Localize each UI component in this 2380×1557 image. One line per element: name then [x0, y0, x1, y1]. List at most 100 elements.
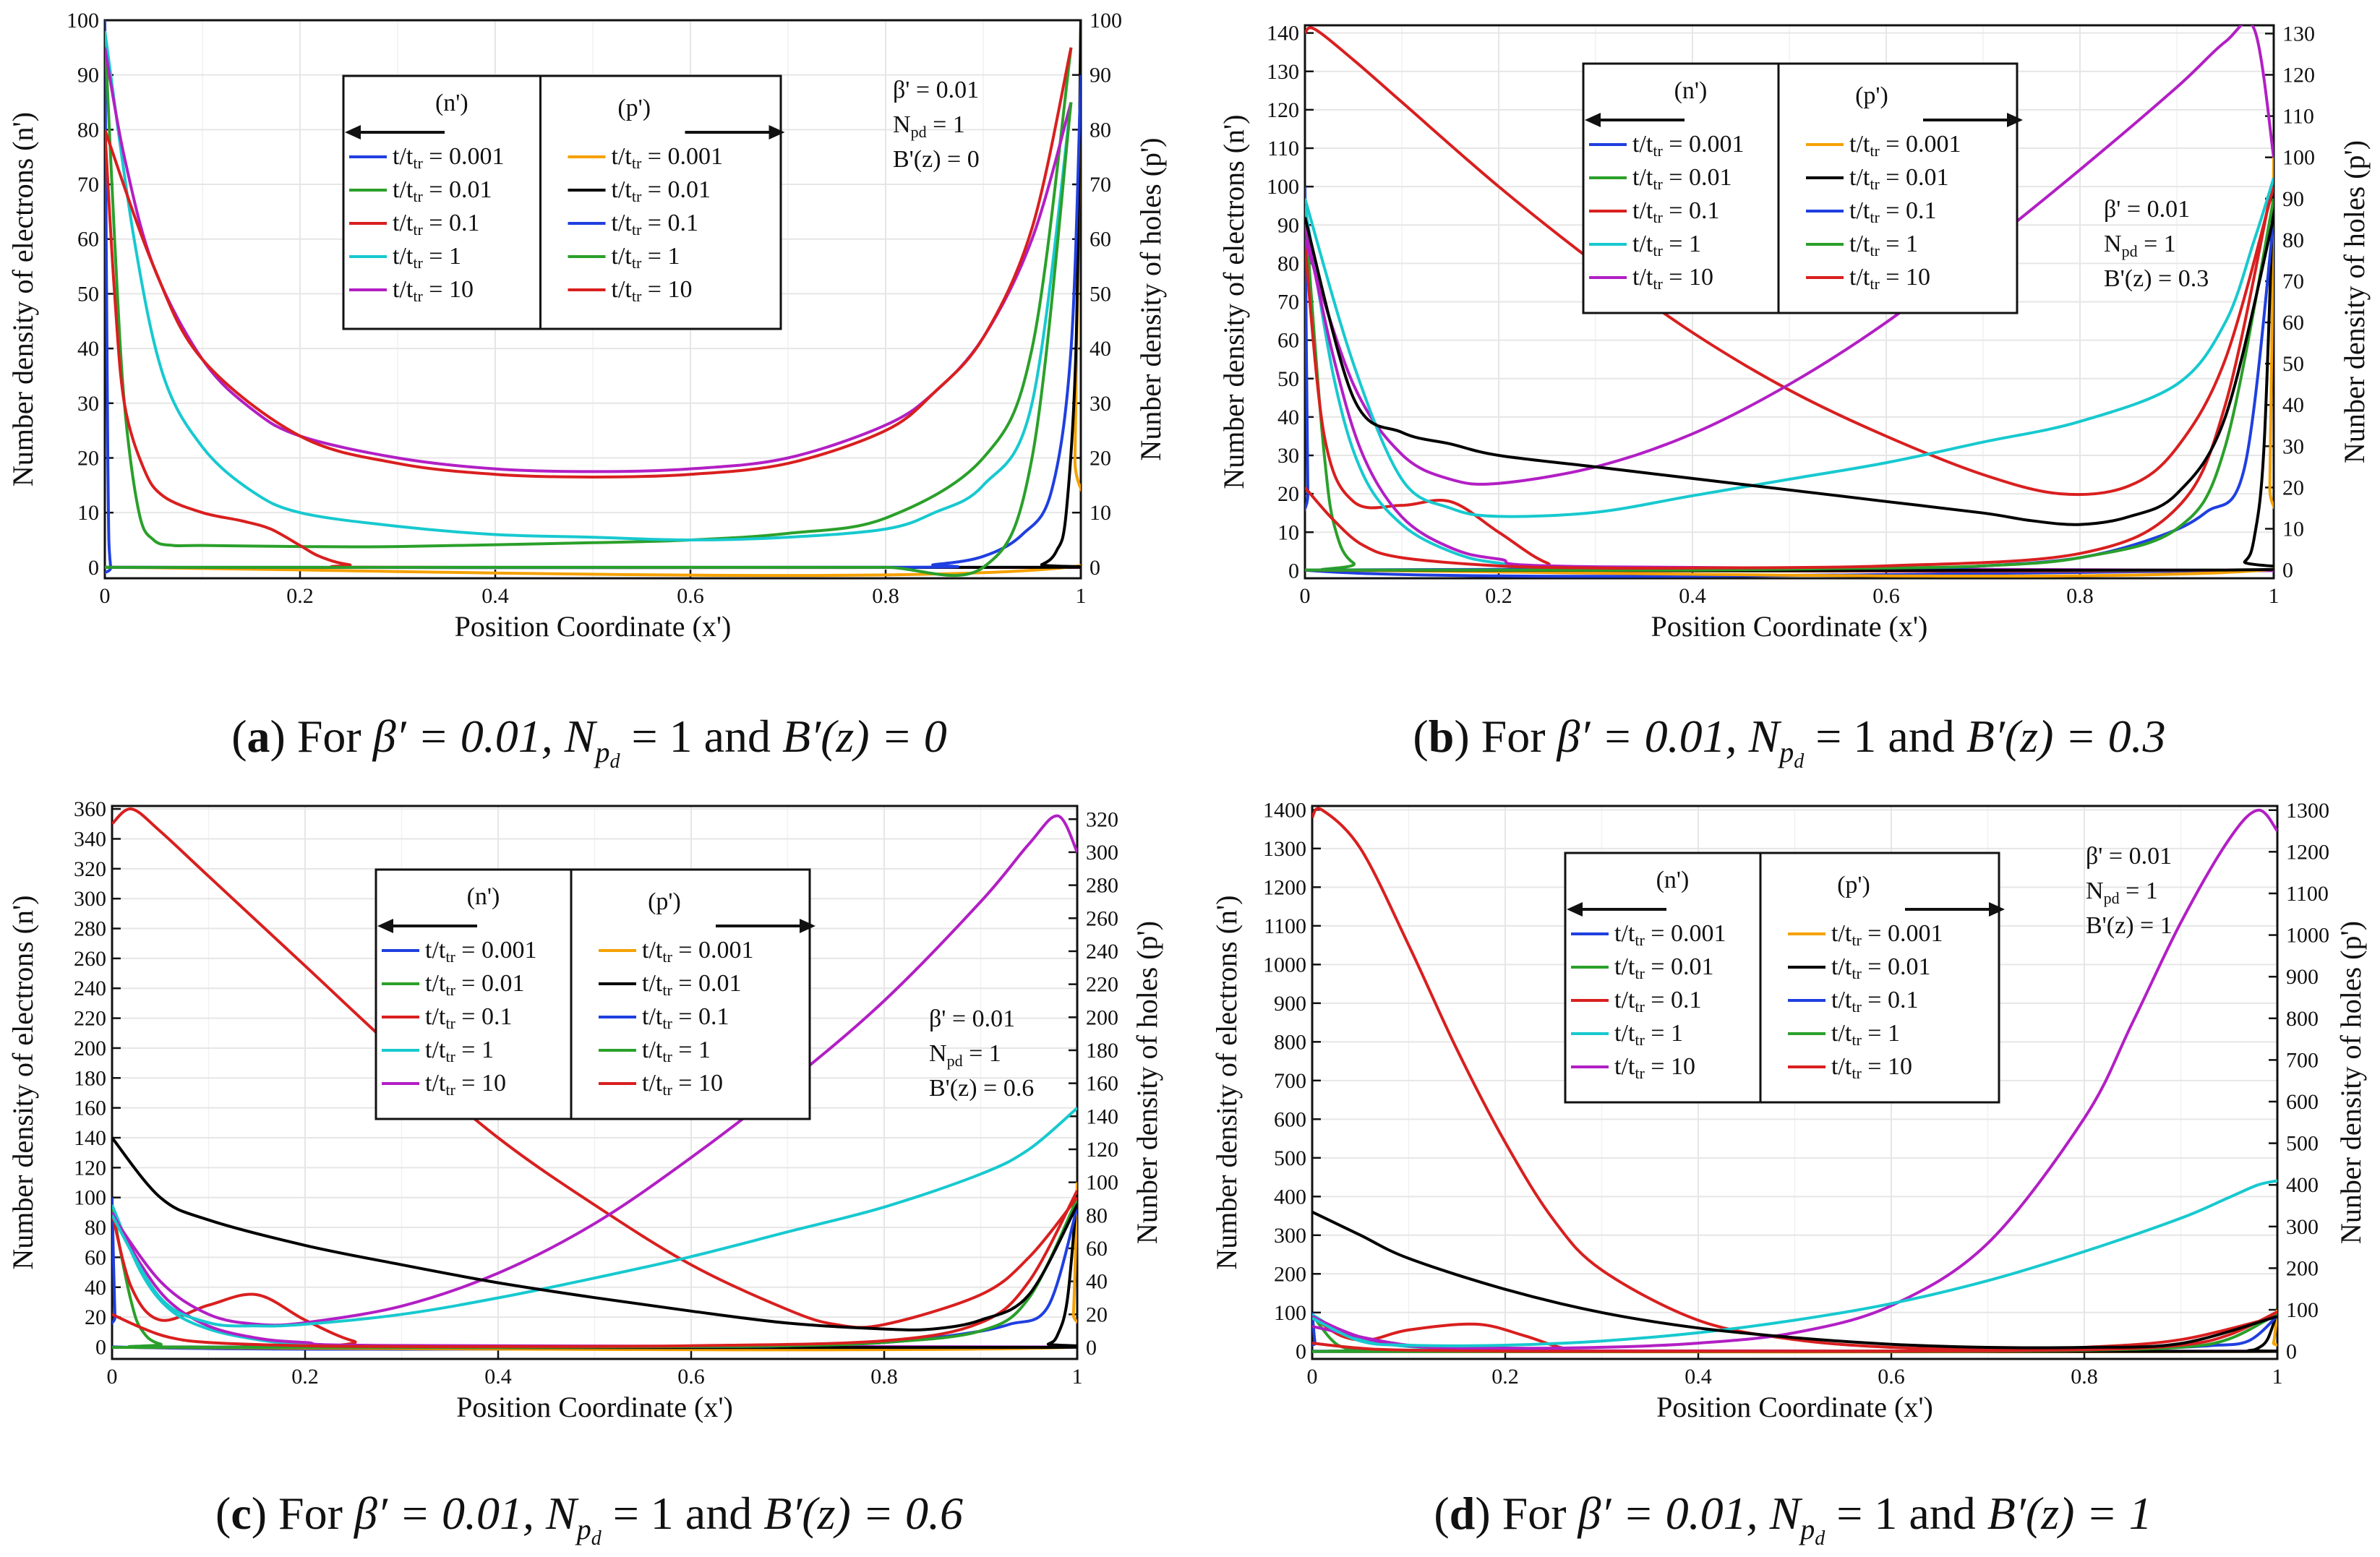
y2-axis-label: Nunber density of holes (p') [2338, 140, 2371, 463]
legend-prefix: t/t [425, 1003, 446, 1030]
y-tick-label: 90 [1277, 213, 1299, 237]
y2-tick-label: 320 [1086, 807, 1118, 831]
legend-entry-hole-3: t/ttr = 1 [1831, 1020, 1900, 1049]
legend-eq: = [641, 176, 667, 203]
caption-label: a [247, 711, 270, 762]
legend-value: 10 [667, 276, 692, 303]
y2-tick-label: 40 [1090, 337, 1111, 361]
y2-tick-label: 70 [2282, 270, 2304, 293]
y-tick-label: 80 [85, 1216, 106, 1240]
legend-prefix: t/t [393, 243, 414, 270]
y2-tick-label: 500 [2286, 1132, 2319, 1156]
legend-eq: = [1862, 1020, 1888, 1047]
y-tick-label: 20 [85, 1305, 106, 1329]
y-tick-label: 600 [1274, 1107, 1306, 1131]
legend-value: 0.1 [1888, 987, 1919, 1013]
legend-entry-electron-4: t/ttr = 10 [393, 276, 474, 305]
legend-prefix: t/t [1831, 1020, 1852, 1047]
legend-entry-hole-2: t/ttr = 0.1 [1831, 987, 1918, 1016]
annot-npd-n: N [2086, 878, 2104, 904]
legend-prefix: t/t [425, 970, 446, 997]
panel-a: 0 0.2 0.4 0.6 0.8 101020304050607080901000102… [7, 9, 1167, 773]
legend-sub: tr [1653, 275, 1663, 293]
legend-eq: = [1663, 197, 1689, 224]
caption-paren-open: ( [1434, 1488, 1449, 1539]
legend-entry-electron-0: t/ttr = 0.001 [1614, 920, 1726, 949]
y-tick-label: 0 [95, 1335, 106, 1359]
legend-eq: = [423, 143, 449, 170]
legend-eq: = [423, 276, 449, 303]
legend-entry-electron-2: t/ttr = 0.1 [1632, 197, 1719, 226]
y2-tick-label: 60 [1090, 228, 1111, 252]
y-tick-label: 180 [74, 1066, 106, 1090]
legend-sub: tr [662, 1047, 672, 1065]
panel-d: 0 0.2 0.4 0.6 0.8 101002003004005006007008009… [1210, 798, 2367, 1550]
right-arrowhead-icon [1989, 902, 2005, 917]
legend-eq: = [1645, 953, 1671, 980]
caption-beta: β′ = 0.01, [1577, 1488, 1770, 1539]
legend-prefix: t/t [1831, 987, 1852, 1013]
caption-npd-subsub: d [1794, 750, 1805, 773]
x-tick-label: 0.8 [2066, 584, 2094, 608]
legend-n-header: (n') [467, 883, 500, 910]
right-arrowhead-icon [2007, 113, 2023, 127]
legend-sub: tr [632, 287, 642, 305]
legend-eq: = [1663, 264, 1689, 291]
caption-npd: N [1769, 1488, 1803, 1539]
x-tick-label: 0 [107, 1365, 118, 1389]
extra-curve-n1 [1305, 177, 2274, 518]
legend-entry-hole-0: t/ttr = 0.001 [1849, 131, 1961, 160]
legend-prefix: t/t [612, 243, 633, 270]
y2-tick-label: 400 [2286, 1173, 2319, 1197]
legend-sub: tr [632, 254, 642, 272]
legend-sub: tr [1653, 175, 1663, 193]
caption-prefix: For [1502, 1488, 1578, 1539]
legend-prefix: t/t [642, 937, 663, 964]
y-tick-label: 80 [77, 118, 99, 142]
panel-b: 0 0.2 0.4 0.6 0.8 101020304050607080901001101… [1217, 22, 2371, 773]
legend-eq: = [1645, 920, 1671, 947]
y-tick-label: 140 [74, 1126, 106, 1150]
annot-beta: β' = 0.01 [929, 1005, 1015, 1032]
legend-prefix: t/t [1831, 953, 1852, 980]
y-tick-label: 60 [85, 1245, 106, 1269]
legend-prefix: t/t [1849, 231, 1870, 257]
legend-value: 10 [449, 276, 474, 303]
legend-eq: = [1663, 164, 1689, 191]
annot-beta: β' = 0.01 [2086, 843, 2172, 870]
legend-entry-electron-1: t/ttr = 0.01 [393, 176, 492, 205]
legend-sub: tr [1653, 241, 1663, 260]
x-tick-label: 0.6 [677, 584, 704, 608]
legend-value: 10 [1888, 1053, 1912, 1080]
y2-tick-label: 220 [1086, 973, 1118, 997]
annot-npd-val: = 1 [963, 1040, 1001, 1067]
legend-prefix: t/t [1614, 1020, 1635, 1047]
legend-n-header: (n') [1674, 77, 1708, 104]
legend-entry-hole-1: t/ttr = 0.01 [612, 176, 711, 205]
y-tick-label: 500 [1274, 1146, 1306, 1170]
legend-eq: = [1862, 1053, 1888, 1080]
legend-eq: = [1880, 231, 1906, 257]
x-tick-label: 0.2 [1485, 584, 1512, 608]
annot-npd: Npd = 1 [893, 111, 965, 141]
legend-value: 0.1 [1689, 197, 1720, 224]
x-tick-label: 0.4 [481, 584, 509, 608]
y2-tick-label: 1200 [2286, 840, 2329, 864]
legend-eq: = [1663, 231, 1689, 257]
y2-tick-label: 100 [1086, 1171, 1118, 1195]
legend-box [1582, 62, 2019, 314]
x-axis-label: Position Coordinate (x') [455, 610, 732, 643]
legend-value: 0.1 [698, 1003, 729, 1030]
legend: (n') (p')t/ttr = 0.001 t/ttr = 0.001t/ttr … [1582, 62, 2023, 314]
series-lines [112, 807, 1077, 1352]
legend-sub: tr [445, 1047, 455, 1065]
legend-prefix: t/t [1831, 1053, 1852, 1080]
legend-sub: tr [413, 287, 423, 305]
y2-axis-label: Nunber density of holes (p') [1131, 921, 1163, 1244]
extra-curve-p10 [1312, 808, 2277, 1350]
y2-tick-label: 50 [1090, 282, 1111, 306]
y-tick-label: 1200 [1263, 875, 1306, 899]
x-tick-label: 0.8 [2071, 1365, 2098, 1389]
y-tick-label: 300 [1274, 1224, 1306, 1248]
legend-entry-hole-4: t/ttr = 10 [1831, 1053, 1912, 1082]
